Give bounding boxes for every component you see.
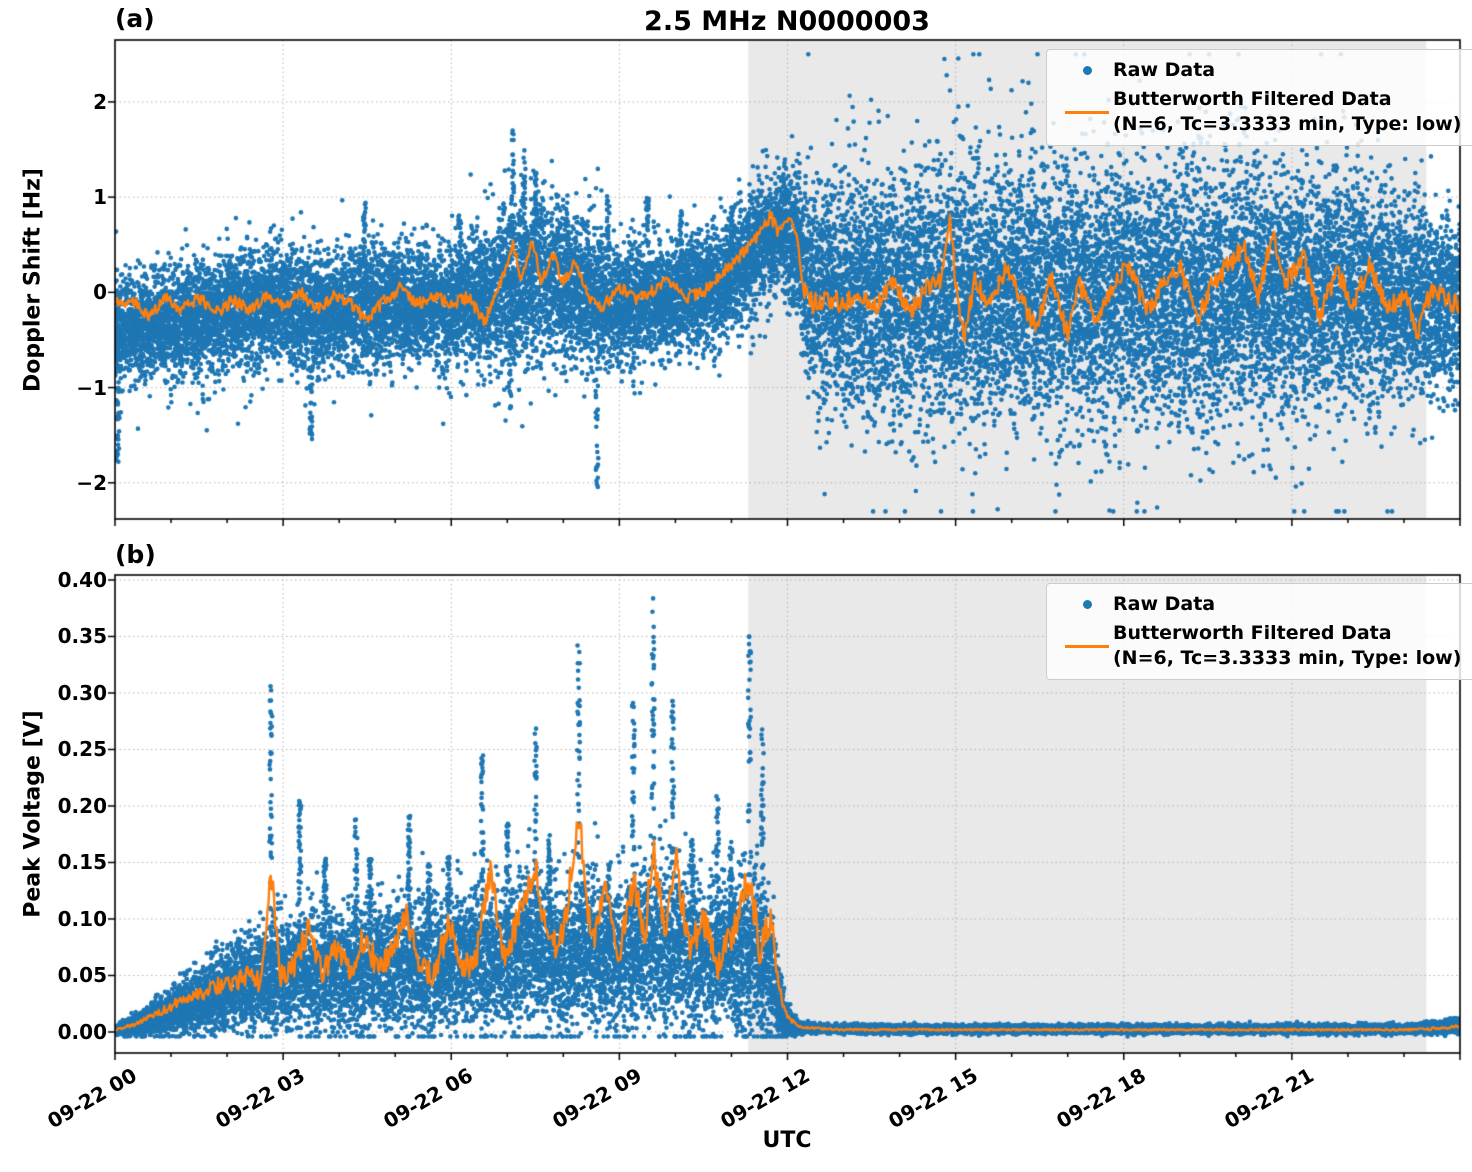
chart-title: 2.5 MHz N0000003 — [644, 6, 930, 37]
y-tick-label: 0.10 — [57, 906, 107, 931]
legend-filtered-label: Butterworth Filtered Data (N=6, Tc=3.333… — [1113, 621, 1461, 671]
legend-panel-b: Raw Data Butterworth Filtered Data (N=6,… — [1046, 583, 1472, 680]
y-axis-label-doppler: Doppler Shift [Hz] — [20, 168, 46, 392]
y-tick-label: 0.25 — [57, 737, 107, 762]
legend-raw-label: Raw Data — [1113, 593, 1216, 615]
y-tick-label: 0.00 — [57, 1019, 107, 1044]
legend-raw-row: Raw Data — [1061, 58, 1468, 83]
raw-data-marker-icon — [1061, 66, 1113, 75]
legend-filtered-line2: (N=6, Tc=3.3333 min, Type: low) — [1113, 647, 1462, 669]
y-tick-label: 0.35 — [57, 624, 107, 649]
filtered-line-marker-icon — [1061, 110, 1113, 114]
legend-filtered-line1: Butterworth Filtered Data — [1113, 622, 1392, 644]
raw-data-marker-icon — [1061, 600, 1113, 609]
legend-panel-a: Raw Data Butterworth Filtered Data (N=6,… — [1046, 49, 1472, 146]
legend-raw-row: Raw Data — [1061, 592, 1468, 617]
panel-a-tag: (a) — [115, 4, 155, 33]
x-axis-label: UTC — [762, 1128, 812, 1153]
y-tick-label: 0.15 — [57, 850, 107, 875]
y-tick-label: 0.05 — [57, 963, 107, 988]
y-tick-label: 0.40 — [57, 567, 107, 592]
panel-b-tag: (b) — [115, 540, 156, 569]
legend-filtered-line2: (N=6, Tc=3.3333 min, Type: low) — [1113, 113, 1462, 135]
y-tick-label: −2 — [76, 470, 107, 495]
legend-raw-label: Raw Data — [1113, 59, 1216, 81]
y-tick-label: −1 — [76, 375, 107, 400]
filtered-line-marker-icon — [1061, 644, 1113, 648]
legend-filtered-row: Butterworth Filtered Data (N=6, Tc=3.333… — [1061, 621, 1468, 671]
y-axis-label-voltage: Peak Voltage [V] — [20, 710, 46, 918]
y-tick-label: 0 — [93, 280, 107, 305]
y-tick-label: 2 — [93, 89, 107, 114]
legend-filtered-label: Butterworth Filtered Data (N=6, Tc=3.333… — [1113, 87, 1461, 137]
y-tick-label: 0.30 — [57, 680, 107, 705]
y-tick-label: 0.20 — [57, 793, 107, 818]
legend-filtered-line1: Butterworth Filtered Data — [1113, 88, 1392, 110]
y-tick-label: 1 — [93, 185, 107, 210]
legend-filtered-row: Butterworth Filtered Data (N=6, Tc=3.333… — [1061, 87, 1468, 137]
